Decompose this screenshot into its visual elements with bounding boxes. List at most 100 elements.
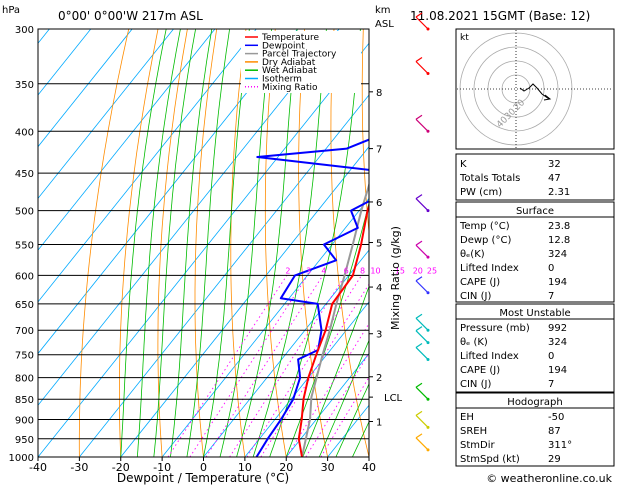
most-unstable-table: Most Unstable Pressure (mb) 992 θₑ (K) 324 L… bbox=[455, 303, 615, 393]
wind-barb-flag bbox=[415, 276, 423, 282]
wind-barb-staff bbox=[415, 244, 429, 258]
isotherm-line bbox=[38, 29, 216, 251]
wind-barb-base bbox=[426, 255, 430, 259]
most-unstable-row-label: θₑ (K) bbox=[460, 337, 488, 348]
wind-barb-flag bbox=[415, 313, 423, 319]
wind-barbs bbox=[415, 12, 430, 452]
surface-row-label: CAPE (J) bbox=[460, 277, 500, 288]
wind-barb-base bbox=[426, 425, 430, 429]
km-tick-label: 4 bbox=[376, 283, 382, 294]
legend-label: Mixing Ratio bbox=[262, 83, 318, 93]
x-tick-label: 0 bbox=[200, 461, 207, 474]
mixing-ratio-label: 6 bbox=[344, 266, 349, 275]
pressure-tick-label: 550 bbox=[15, 240, 34, 251]
hodograph-unit: kt bbox=[460, 33, 469, 43]
hodograph-rings bbox=[457, 30, 613, 148]
hodograph-row-value: 29 bbox=[548, 454, 561, 465]
hodograph-row-value: 311° bbox=[548, 440, 572, 451]
legend-label: Parcel Trajectory bbox=[262, 50, 337, 60]
isotherm-line bbox=[38, 42, 369, 457]
surface-row-label: Lifted Index bbox=[460, 263, 519, 274]
wind-barb-base bbox=[426, 357, 430, 361]
wind-barb-staff bbox=[415, 414, 429, 428]
isotherm-line bbox=[38, 29, 174, 200]
isotherm-line bbox=[120, 146, 369, 457]
most-unstable-row-label: Pressure (mb) bbox=[460, 323, 530, 334]
indices-table: K 32 Totals Totals 47 PW (cm) 2.31 bbox=[455, 153, 615, 201]
wind-barb-flag bbox=[415, 410, 423, 416]
surface-row-label: θₑ(K) bbox=[460, 249, 485, 260]
dry-adiabat-line bbox=[119, 29, 159, 457]
indices-frame bbox=[455, 153, 615, 201]
wind-barb-flag bbox=[415, 382, 423, 388]
dry-adiabat-line bbox=[264, 29, 287, 457]
wind-barb-staff bbox=[415, 347, 429, 360]
legend-label: Dewpoint bbox=[262, 41, 305, 51]
km-tick-label: 5 bbox=[376, 239, 382, 250]
mixing-ratio-label: 8 bbox=[360, 266, 365, 275]
pressure-tick-label: 400 bbox=[15, 127, 34, 138]
isotherm-line bbox=[38, 29, 257, 303]
surface-title: Surface bbox=[516, 206, 554, 217]
wet-adiabat-line bbox=[318, 339, 369, 457]
x-tick-label: -10 bbox=[153, 461, 171, 474]
km-tick-label: 6 bbox=[376, 198, 382, 209]
pressure-tick-label: 750 bbox=[15, 351, 34, 362]
most-unstable-row-value: 992 bbox=[548, 323, 567, 334]
hodograph-table-title: Hodograph bbox=[507, 397, 562, 408]
mixing-ratio-line bbox=[189, 275, 308, 457]
wind-barb-staff bbox=[415, 330, 429, 344]
location-title: 0°00' 0°00'W 217m ASL bbox=[58, 9, 203, 23]
surface-row-value: 7 bbox=[548, 291, 554, 302]
wind-barb-base bbox=[426, 209, 430, 213]
x-tick-label: -30 bbox=[70, 461, 88, 474]
pressure-tick-label: 800 bbox=[15, 374, 34, 385]
wind-barb-base bbox=[426, 27, 430, 31]
mixing-ratio-line bbox=[205, 275, 324, 457]
x-tick-label: -40 bbox=[29, 461, 47, 474]
km-tick-label: 8 bbox=[376, 88, 382, 99]
chart-background-lines bbox=[38, 29, 369, 457]
wind-barb-flag bbox=[415, 326, 423, 332]
pressure-tick-label: 650 bbox=[15, 300, 34, 311]
series-line-dewpoint bbox=[255, 138, 369, 457]
wind-barb-flag bbox=[415, 342, 423, 348]
legend-label: Isotherm bbox=[262, 75, 302, 85]
mixing-ratio-labels: 2 3 4 6 8 10 15 20 25 bbox=[285, 266, 437, 275]
pressure-tick-label: 850 bbox=[15, 395, 34, 406]
wind-barb-flag bbox=[415, 56, 423, 62]
index-label-k: K bbox=[460, 159, 467, 170]
surface-row-value: 23.8 bbox=[548, 221, 570, 232]
x-tick-label: -20 bbox=[112, 461, 130, 474]
isotherm-line bbox=[285, 352, 369, 457]
wet-adiabat-line bbox=[335, 382, 369, 457]
dry-adiabat-line bbox=[78, 29, 130, 457]
y-axis-label: Mixing Ratio (g/kg) bbox=[389, 226, 402, 330]
surface-row-label: Dewp (°C) bbox=[460, 235, 511, 246]
isotherm-line bbox=[244, 301, 369, 457]
pressure-tick-label: 350 bbox=[15, 80, 34, 91]
hodograph-row-value: -50 bbox=[548, 412, 564, 423]
isotherm-line bbox=[38, 29, 133, 148]
hodograph-table: Hodograph EH -50 SREH 87 StmDir 311° StmSpd (k… bbox=[455, 392, 615, 467]
pressure-tick-label: 900 bbox=[15, 416, 34, 427]
temperature-axis: -40 -30 -20 -10 0 10 20 30 40 bbox=[29, 457, 376, 474]
hodograph-row-label: StmDir bbox=[460, 440, 495, 451]
dry-adiabat-line bbox=[157, 29, 188, 457]
chart-series-layer bbox=[255, 138, 369, 457]
wind-barb-flag bbox=[415, 433, 423, 439]
pressure-tick-label: 450 bbox=[15, 169, 34, 180]
wind-barb-flag bbox=[415, 240, 423, 246]
wind-barb-flag bbox=[415, 114, 423, 120]
wind-barb-base bbox=[426, 341, 430, 345]
surface-table: Surface Temp (°C) 23.8 Dewp (°C) 12.8 θₑ(K) 3… bbox=[455, 201, 615, 303]
surface-row-value: 194 bbox=[548, 277, 567, 288]
mixing-ratio-label: 4 bbox=[321, 266, 326, 275]
wet-adiabat-line bbox=[153, 29, 196, 457]
km-label: km bbox=[375, 5, 391, 16]
isotherm-line bbox=[203, 249, 369, 457]
km-tick-label: 7 bbox=[376, 145, 382, 156]
isotherm-line bbox=[79, 94, 369, 457]
